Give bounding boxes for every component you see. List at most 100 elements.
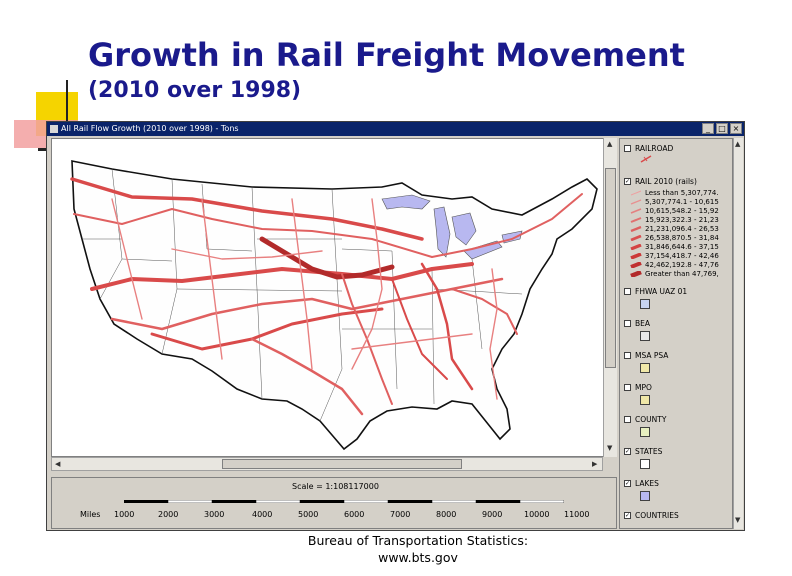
layer-checkbox[interactable]: [624, 320, 631, 327]
layer-toggle-mpo[interactable]: MPO: [624, 383, 652, 392]
legend-class-label: 21,231,096.4 - 26,53: [645, 225, 719, 233]
rail-flows: [70, 177, 583, 416]
legend-class-label: 31,846,644.6 - 37,15: [645, 243, 719, 251]
layer-toggle-msa-psa[interactable]: MSA PSA: [624, 351, 668, 360]
legend-class: 5,307,774.1 - 10,615: [630, 198, 719, 206]
layer-checkbox[interactable]: [624, 288, 631, 295]
legend-class-label: 10,615,548.2 - 15,92: [645, 207, 719, 215]
great-lakes: [381, 194, 523, 260]
rail-class-icon: [630, 235, 642, 241]
scale-bar: [124, 500, 564, 503]
layer-toggle-railroad[interactable]: RAILROAD: [624, 144, 673, 153]
layer-toggle-fhwa-uaz[interactable]: FHWA UAZ 01: [624, 287, 687, 296]
layer-label: LAKES: [635, 479, 659, 488]
legend-class: 10,615,548.2 - 15,92: [630, 207, 719, 215]
layer-checkbox[interactable]: [624, 384, 631, 391]
scroll-down-icon[interactable]: ▼: [735, 516, 741, 524]
source-citation: Bureau of Transportation Statistics: www…: [298, 532, 538, 566]
layer-label: BEA: [635, 319, 651, 328]
layer-toggle-states[interactable]: ✓ STATES: [624, 447, 662, 456]
slide-accent-vline: [66, 80, 68, 138]
legend-panel: RAILROAD ✓ RAIL 2010 (rails) Less than 5…: [619, 138, 733, 529]
maximize-button[interactable]: □: [716, 123, 728, 134]
legend-class: 21,231,096.4 - 26,53: [630, 225, 719, 233]
legend-class: 37,154,418.7 - 42,46: [630, 252, 719, 260]
railroad-symbol-icon: [640, 155, 652, 163]
layer-label: STATES: [635, 447, 663, 456]
scroll-up-icon[interactable]: ▲: [735, 140, 741, 148]
rail-class-icon: [630, 262, 642, 268]
layer-checkbox[interactable]: ✓: [624, 480, 631, 487]
legend-class-label: 5,307,774.1 - 10,615: [645, 198, 719, 206]
legend-class: Less than 5,307,774.: [630, 189, 719, 197]
rail-class-icon: [630, 226, 642, 232]
layer-swatch: [640, 459, 650, 469]
layer-swatch: [640, 395, 650, 405]
layer-toggle-rail-2010[interactable]: ✓ RAIL 2010 (rails): [624, 177, 697, 186]
layer-checkbox[interactable]: [624, 416, 631, 423]
layer-swatch: [640, 363, 650, 373]
scale-tick: 2000: [158, 510, 179, 519]
layer-toggle-county[interactable]: COUNTY: [624, 415, 666, 424]
legend-class: 31,846,644.6 - 37,15: [630, 243, 719, 251]
scale-units-label: Miles: [80, 510, 101, 519]
layer-toggle-lakes[interactable]: ✓ LAKES: [624, 479, 659, 488]
scale-text: Scale = 1:108117000: [292, 482, 379, 491]
scale-tick: 4000: [252, 510, 273, 519]
scale-tick: 1000: [114, 510, 135, 519]
layer-swatch: [640, 491, 650, 501]
layer-checkbox[interactable]: ✓: [624, 178, 631, 185]
window-title: All Rail Flow Growth (2010 over 1998) - …: [61, 124, 239, 133]
scale-tick: 8000: [436, 510, 457, 519]
scale-tick: 11000: [564, 510, 590, 519]
legend-class: 26,538,870.5 - 31,84: [630, 234, 719, 242]
close-button[interactable]: ×: [730, 123, 742, 134]
layer-label: MSA PSA: [635, 351, 669, 360]
rail-class-icon: [630, 190, 642, 196]
scroll-right-icon[interactable]: ▶: [592, 460, 598, 468]
layer-label: MPO: [635, 383, 652, 392]
app-icon: [50, 125, 58, 133]
rail-class-icon: [630, 253, 642, 259]
slide-title: Growth in Rail Freight Movement: [88, 36, 685, 74]
scroll-left-icon[interactable]: ◀: [55, 460, 61, 468]
legend-class-label: 42,462,192.8 - 47,76: [645, 261, 719, 269]
vertical-scroll-thumb[interactable]: [605, 168, 616, 368]
map-view[interactable]: [51, 138, 617, 457]
rail-class-icon: [630, 271, 642, 277]
rail-class-icon: [630, 208, 642, 214]
legend-class-label: 15,923,322.3 - 21,23: [645, 216, 719, 224]
layer-swatch: [640, 331, 650, 341]
layer-checkbox[interactable]: ✓: [624, 512, 631, 519]
layer-toggle-countries[interactable]: ✓ COUNTRIES: [624, 511, 679, 520]
legend-class-label: 37,154,418.7 - 42,46: [645, 252, 719, 260]
legend-class: Greater than 47,769,: [630, 270, 719, 278]
layer-checkbox[interactable]: [624, 145, 631, 152]
layer-toggle-bea[interactable]: BEA: [624, 319, 650, 328]
layer-label: COUNTRIES: [635, 511, 679, 520]
legend-class: 42,462,192.8 - 47,76: [630, 261, 719, 269]
slide-subtitle: (2010 over 1998): [88, 78, 302, 103]
layer-label: RAILROAD: [635, 144, 674, 153]
legend-class: 15,923,322.3 - 21,23: [630, 216, 719, 224]
map-window: All Rail Flow Growth (2010 over 1998) - …: [46, 121, 745, 531]
map-vertical-scrollbar[interactable]: ▲ ▼: [603, 138, 617, 457]
horizontal-scroll-thumb[interactable]: [222, 459, 462, 469]
legend-scrollbar[interactable]: ▲ ▼: [733, 138, 743, 529]
source-url: www.bts.gov: [378, 550, 458, 565]
scale-tick: 9000: [482, 510, 503, 519]
scroll-up-icon[interactable]: ▲: [607, 140, 613, 148]
scale-tick: 5000: [298, 510, 319, 519]
layer-label: COUNTY: [635, 415, 667, 424]
scroll-down-icon[interactable]: ▼: [607, 444, 613, 452]
slide-accent-hline: [38, 148, 48, 151]
minimize-button[interactable]: _: [702, 123, 714, 134]
layer-swatch: [640, 427, 650, 437]
layer-checkbox[interactable]: [624, 352, 631, 359]
layer-checkbox[interactable]: ✓: [624, 448, 631, 455]
legend-class-label: 26,538,870.5 - 31,84: [645, 234, 719, 242]
state-boundaries: [82, 168, 523, 422]
window-titlebar[interactable]: All Rail Flow Growth (2010 over 1998) - …: [47, 122, 744, 136]
map-horizontal-scrollbar[interactable]: ◀ ▶: [51, 457, 603, 471]
rail-class-icon: [630, 199, 642, 205]
